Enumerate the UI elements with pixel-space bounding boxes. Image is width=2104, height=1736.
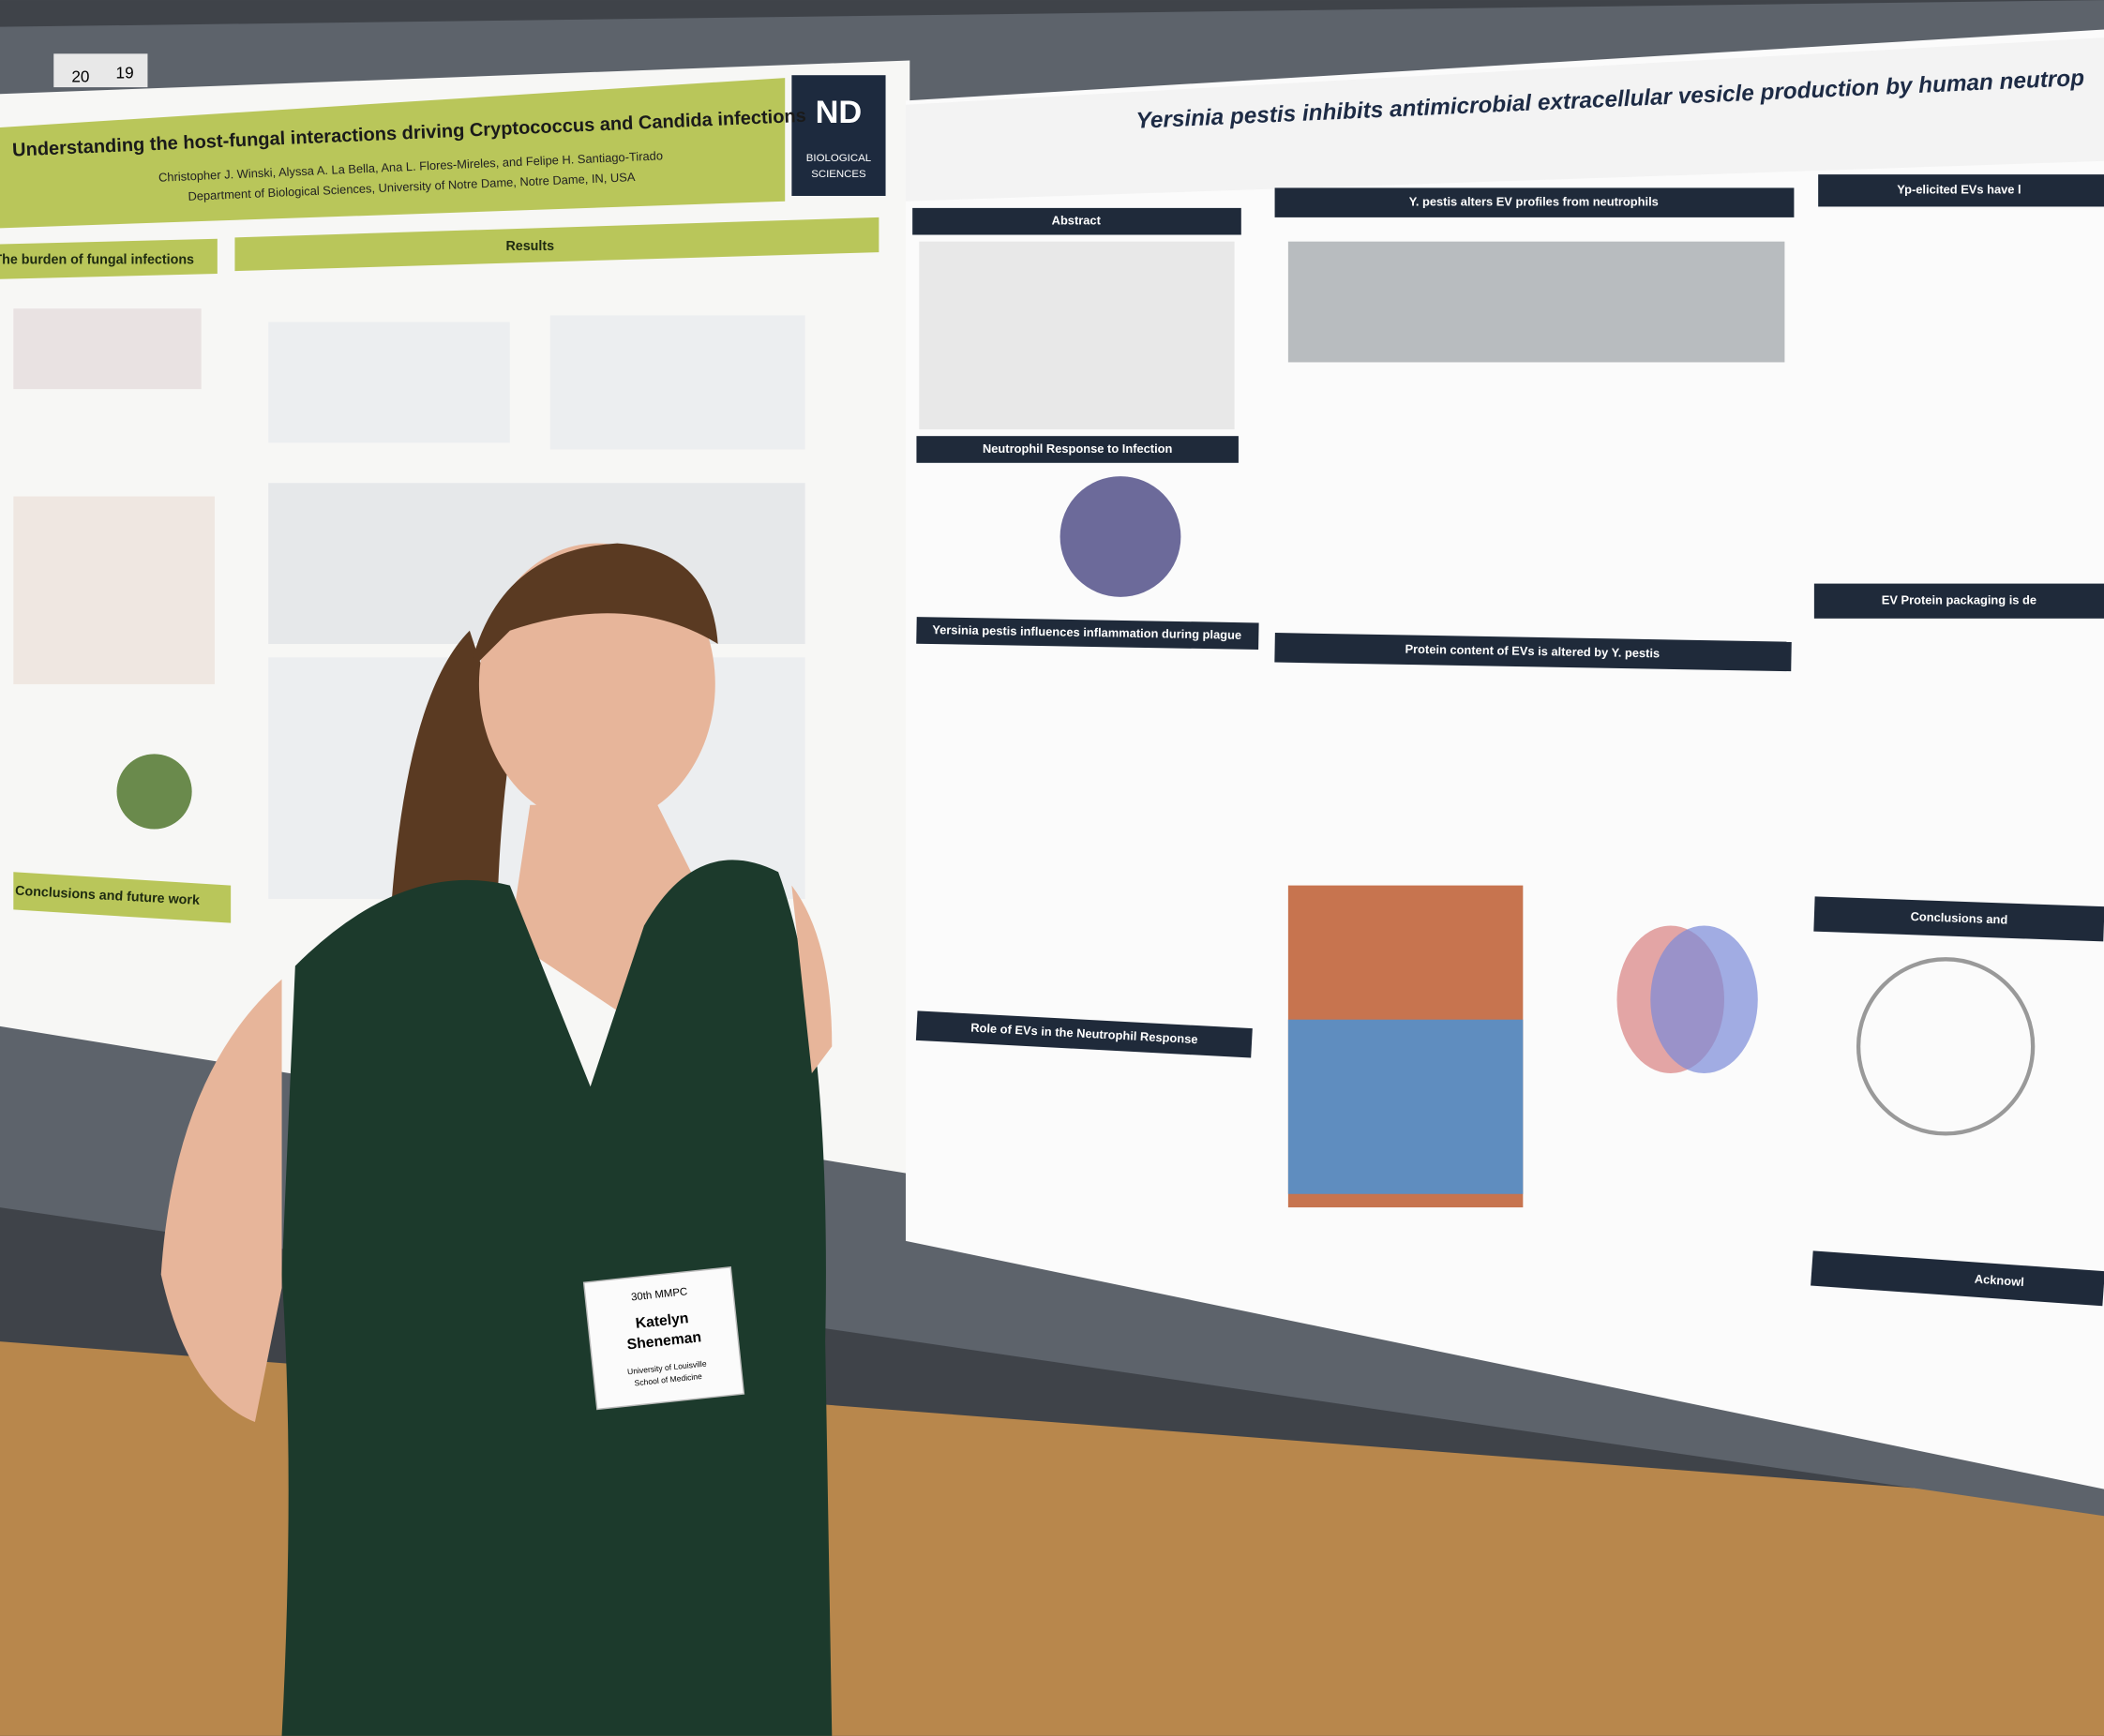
section-heading: Acknowl <box>1974 1271 2024 1289</box>
name-badge <box>582 1266 745 1411</box>
number-card <box>53 53 148 88</box>
dress <box>281 860 833 1736</box>
section-bar <box>912 207 1241 235</box>
diagram <box>1060 476 1181 597</box>
section-heading: Yp-elicited EVs have l <box>1897 183 2021 197</box>
text-block <box>919 241 1235 430</box>
right-poster: Yersinia pestis inhibits antimicrobial e… <box>906 29 2104 1489</box>
section-heading: Yersinia pestis influences inflammation … <box>932 622 1241 642</box>
logo-box <box>791 75 886 197</box>
section-heading: Protein content of EVs is altered by Y. … <box>1405 642 1660 661</box>
figure <box>13 308 202 390</box>
section-heading: The burden of fungal infections <box>0 252 194 267</box>
section-bar <box>13 872 232 923</box>
arm <box>791 885 833 1073</box>
micrograph <box>1287 241 1785 363</box>
section-bar <box>1811 1250 2104 1307</box>
section-bar <box>0 238 218 279</box>
title-band <box>0 78 786 229</box>
section-bar <box>915 1010 1253 1058</box>
person: 30th MMPC Katelyn Sheneman University of… <box>160 543 833 1736</box>
left-poster: ND BIOLOGICAL SCIENCES Understanding the… <box>0 60 910 1175</box>
board-number: 20 <box>71 67 89 86</box>
logo-text: SCIENCES <box>811 169 866 180</box>
section-heading: Y. pestis alters EV profiles from neutro… <box>1409 195 1659 209</box>
logo-text: ND <box>816 95 863 130</box>
title-band <box>906 37 2104 202</box>
logo-text: BIOLOGICAL <box>806 153 871 164</box>
figure <box>13 496 215 684</box>
badge-name: Katelyn <box>635 1310 689 1332</box>
section-bar <box>1818 174 2104 207</box>
section-bar <box>1813 896 2104 942</box>
figure <box>549 315 805 450</box>
diagram <box>1856 957 2036 1136</box>
section-heading: EV Protein packaging is de <box>1882 593 2036 607</box>
section-heading: Results <box>505 239 554 254</box>
section-bar <box>1274 187 1795 217</box>
section-bar <box>916 436 1239 463</box>
section-bar <box>1813 583 2104 619</box>
section-heading: Conclusions and <box>1910 909 2007 927</box>
section-bar <box>916 617 1259 651</box>
section-bar <box>234 217 879 272</box>
figure <box>268 322 510 443</box>
venn <box>1650 925 1758 1073</box>
section-bar <box>1274 633 1792 672</box>
figure-donut <box>116 754 192 830</box>
hair <box>469 543 718 671</box>
arm <box>160 979 282 1423</box>
heatmap <box>1287 1019 1524 1194</box>
section-heading: Neutrophil Response to Infection <box>983 441 1173 456</box>
board-number: 19 <box>116 63 134 82</box>
section-heading: Abstract <box>1052 214 1102 228</box>
